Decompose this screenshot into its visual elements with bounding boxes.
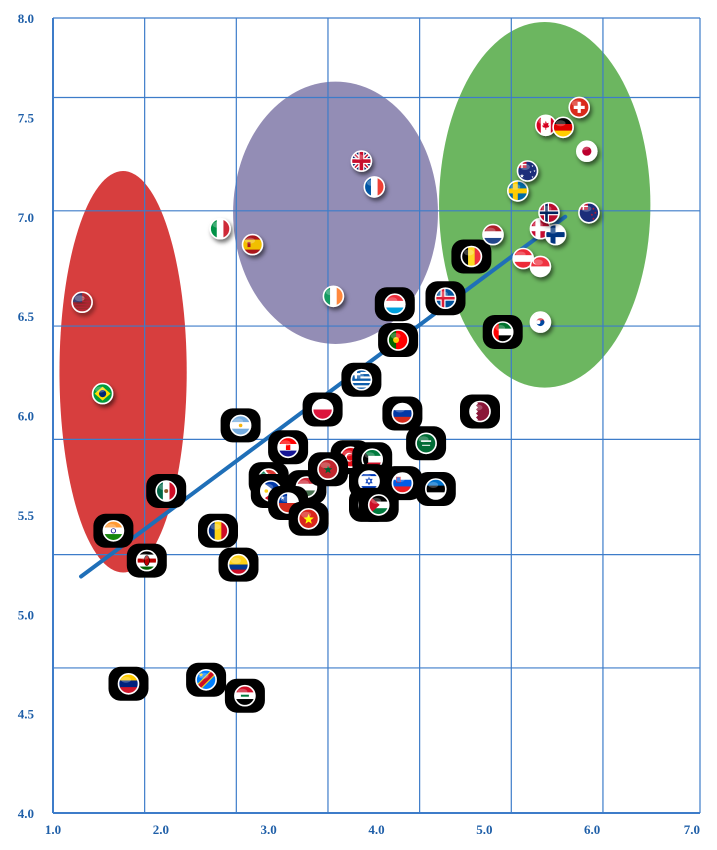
x-tick-label: 5.0 [476, 822, 492, 837]
flag-marker-luxembourg: Luxembourg [374, 287, 415, 322]
flag-marker-usa: USA [71, 291, 93, 314]
flag-marker-germany: Germany [552, 116, 574, 139]
flag-marker-spain: Spain [241, 233, 264, 256]
flag-marker-estonia: Estonia [415, 472, 456, 506]
flag-marker-jordan: Jordan [358, 487, 399, 522]
flag-marker-sweden: Sweden [506, 180, 529, 202]
grid-lines [52, 17, 701, 814]
flag-marker-switzerland: Switzerland [568, 96, 591, 119]
flag-marker-uk: United Kingdom [350, 150, 373, 172]
x-tick-label: 3.0 [261, 822, 277, 837]
flag-marker-uae: UAE [482, 315, 523, 349]
flag-marker-morocco: Morocco [308, 452, 348, 487]
flag-marker-austria: Austria [512, 247, 535, 270]
flag-marker-norway: Norway [538, 202, 560, 224]
y-axis-tick-labels: 4.0 4.5 5.0 5.5 6.0 6.5 7.0 7.5 8.0 [18, 11, 35, 821]
y-tick-label: 5.0 [18, 607, 34, 622]
flag-marker-india: India [93, 513, 134, 548]
cluster-red [59, 171, 187, 573]
flag-marker-argentina: Argentina [220, 408, 261, 443]
x-tick-label: 6.0 [584, 822, 600, 837]
flag-marker-venezuela: Venezuela [108, 666, 149, 701]
flag-marker-colombia: Colombia [218, 547, 259, 582]
flag-marker-portugal: Portugal [378, 323, 419, 357]
flag-marker-belgium: Belgium [451, 239, 492, 274]
flag-marker-iraq: Iraq [224, 678, 265, 713]
y-tick-label: 6.0 [18, 409, 34, 424]
flag-marker-iceland: Iceland [425, 281, 466, 316]
x-tick-label: 4.0 [368, 822, 384, 837]
flag-marker-greece: Greece [341, 362, 382, 397]
flag-marker-croatia: Croatia [268, 430, 309, 465]
flag-marker-netherlands: Netherlands [482, 223, 504, 246]
y-tick-label: 5.5 [18, 508, 35, 523]
country-markers: USA Brazil India Mexico Kenya Venezuela DR Con… [71, 96, 600, 713]
y-tick-label: 7.5 [18, 110, 35, 125]
y-tick-label: 7.0 [18, 210, 34, 225]
x-tick-label: 7.0 [684, 822, 700, 837]
y-tick-label: 8.0 [18, 11, 34, 26]
flag-marker-japan: Japan [575, 140, 598, 162]
y-tick-label: 6.5 [18, 309, 35, 324]
flag-marker-finland: Finland [544, 223, 567, 246]
flag-marker-ireland: Ireland [322, 285, 345, 308]
flag-marker-singapore: Singapore [529, 255, 552, 278]
flag-marker-australia: Australia [516, 160, 539, 182]
x-tick-label: 2.0 [153, 822, 169, 837]
flag-marker-brazil: Brazil [91, 382, 114, 405]
flag-marker-kenya: Kenya [126, 543, 167, 578]
flag-marker-mexico: Mexico [146, 474, 187, 508]
flag-marker-france: France [363, 176, 386, 198]
x-axis-tick-labels: 1.0 2.0 3.0 4.0 5.0 6.0 7.0 [45, 822, 700, 837]
flag-marker-russia: Russia [382, 396, 423, 431]
flag-marker-italy: Italy [209, 217, 231, 240]
cluster-purple [233, 81, 438, 344]
flag-marker-romania: Romania [198, 513, 238, 548]
flag-marker-saudi: Saudi Arabia [406, 426, 447, 461]
x-tick-label: 1.0 [45, 822, 61, 837]
flag-marker-poland: Poland [302, 392, 343, 427]
y-tick-label: 4.0 [18, 806, 34, 821]
flag-marker-vietnam: Vietnam [288, 501, 329, 536]
flag-marker-southkorea: South Korea [529, 311, 552, 333]
flag-marker-newzealand: New Zealand [578, 202, 600, 224]
flag-marker-drcongo: DR Congo [186, 662, 227, 697]
flag-marker-qatar: Qatar [460, 394, 500, 429]
y-tick-label: 4.5 [18, 707, 35, 722]
